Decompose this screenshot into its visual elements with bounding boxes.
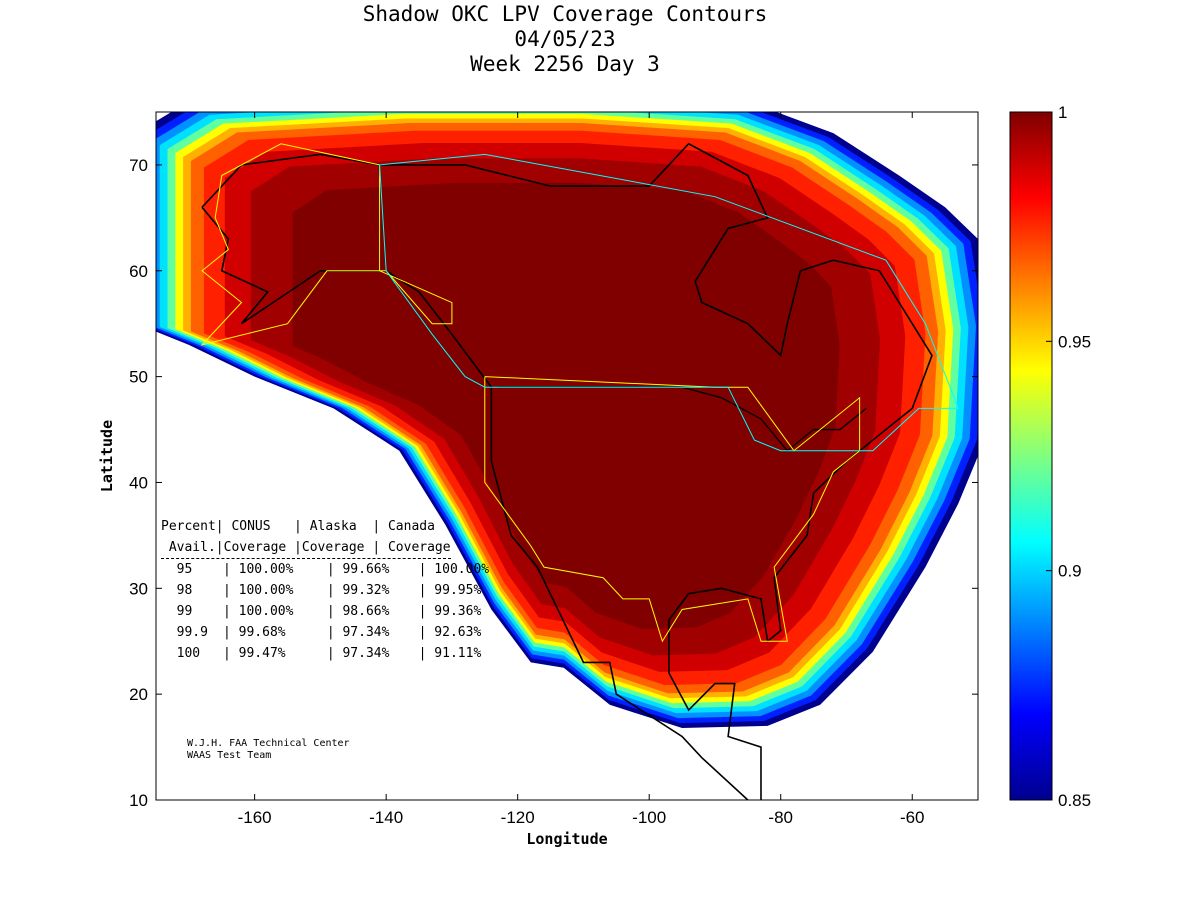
credit-line-1: W.J.H. FAA Technical Center bbox=[187, 738, 350, 749]
table-cell-pct: 98 bbox=[161, 583, 193, 598]
table-header-2: Avail.|Coverage |Coverage | Coverage bbox=[161, 537, 451, 559]
y-tick-label-4: 50 bbox=[129, 368, 148, 387]
x-tick-label-4: -80 bbox=[768, 808, 793, 827]
table-separator: | bbox=[223, 646, 231, 661]
table-row: 100 | 99.47% | 97.34% | 91.11% bbox=[161, 643, 489, 664]
table-cell-pct: 100 bbox=[161, 646, 201, 661]
table-separator: | bbox=[418, 562, 427, 577]
table-cell-canada: 91.11% bbox=[426, 646, 482, 661]
map-layer bbox=[156, 112, 978, 800]
credit-text: W.J.H. FAA Technical Center WAAS Test Tea… bbox=[187, 738, 350, 762]
table-cell-pct: 95 bbox=[161, 562, 193, 577]
table-cell-conus: 100.00% bbox=[230, 562, 294, 577]
table-separator: | bbox=[326, 583, 335, 598]
table-row: 95 | 100.00% | 99.66% | 100.00% bbox=[161, 559, 489, 580]
table-cell-alaska: 99.66% bbox=[334, 562, 390, 577]
colorbar-tick-label-0: 0.85 bbox=[1058, 791, 1091, 810]
table-cell-pct: 99 bbox=[161, 604, 193, 619]
table-separator: | bbox=[223, 625, 231, 640]
x-tick-label-5: -60 bbox=[900, 808, 925, 827]
x-axis-label: Longitude bbox=[526, 830, 607, 848]
table-cell-alaska: 98.66% bbox=[334, 604, 390, 619]
credit-line-2: WAAS Test Team bbox=[187, 750, 272, 761]
table-row: 99.9 | 99.68% | 97.34% | 92.63% bbox=[161, 622, 489, 643]
colorbar-tick-label-2: 0.95 bbox=[1058, 332, 1091, 351]
table-cell-conus: 99.47% bbox=[230, 646, 286, 661]
canada-service-volume bbox=[379, 153, 960, 452]
coastline-0 bbox=[201, 142, 933, 800]
table-cell-pct: 99.9 bbox=[161, 625, 208, 640]
y-tick-label-0: 10 bbox=[129, 791, 148, 810]
y-tick-label-3: 40 bbox=[129, 473, 148, 492]
table-separator: | bbox=[418, 583, 427, 598]
y-tick-label-5: 60 bbox=[129, 262, 148, 281]
x-tick-label-2: -120 bbox=[501, 808, 535, 827]
x-tick-label-0: -160 bbox=[238, 808, 272, 827]
table-separator: | bbox=[418, 625, 427, 640]
y-tick-label-6: 70 bbox=[129, 156, 148, 175]
table-separator: | bbox=[326, 604, 335, 619]
y-axis-label: Latitude bbox=[98, 420, 116, 492]
table-separator: | bbox=[326, 646, 335, 661]
table-cell-conus: 100.00% bbox=[230, 604, 294, 619]
table-row: 98 | 100.00% | 99.32% | 99.95% bbox=[161, 580, 489, 601]
table-separator: | bbox=[418, 604, 427, 619]
table-header-1: Percent| CONUS | Alaska | Canada bbox=[161, 519, 435, 534]
x-tick-label-3: -100 bbox=[632, 808, 666, 827]
colorbar-tick-label-1: 0.9 bbox=[1058, 562, 1082, 581]
table-cell-conus: 99.68% bbox=[230, 625, 286, 640]
y-tick-label-2: 30 bbox=[129, 579, 148, 598]
table-separator: | bbox=[326, 625, 335, 640]
alaska-service-volume bbox=[200, 143, 453, 346]
table-cell-canada: 99.95% bbox=[426, 583, 482, 598]
coverage-table: Percent| CONUS | Alaska | Canada Avail.|… bbox=[161, 516, 489, 664]
table-cell-conus: 100.00% bbox=[230, 583, 294, 598]
table-separator: | bbox=[326, 562, 335, 577]
plot-frame bbox=[155, 111, 979, 801]
table-separator: | bbox=[223, 562, 231, 577]
chart-title-line1: Shadow OKC LPV Coverage Contours bbox=[362, 2, 768, 26]
colorbar bbox=[1009, 111, 1053, 801]
coverage-contour-11 bbox=[292, 182, 840, 629]
table-cell-canada: 92.63% bbox=[426, 625, 482, 640]
x-tick-label-1: -140 bbox=[369, 808, 403, 827]
us-canada-border bbox=[497, 386, 867, 452]
chart-title-line2: 04/05/23 bbox=[514, 27, 616, 51]
table-separator: | bbox=[418, 646, 427, 661]
conus-service-volume bbox=[484, 376, 861, 643]
table-row: 99 | 100.00% | 98.66% | 99.36% bbox=[161, 601, 489, 622]
chart-title-line3: Week 2256 Day 3 bbox=[470, 52, 660, 76]
table-separator: | bbox=[223, 583, 231, 598]
table-cell-canada: 99.36% bbox=[426, 604, 482, 619]
table-cell-alaska: 97.34% bbox=[334, 646, 390, 661]
table-cell-alaska: 99.32% bbox=[334, 583, 390, 598]
y-tick-label-1: 20 bbox=[129, 685, 148, 704]
colorbar-tick-label-3: 1 bbox=[1058, 103, 1067, 122]
table-separator: | bbox=[223, 604, 231, 619]
table-cell-canada: 100.00% bbox=[426, 562, 490, 577]
table-cell-alaska: 97.34% bbox=[334, 625, 390, 640]
